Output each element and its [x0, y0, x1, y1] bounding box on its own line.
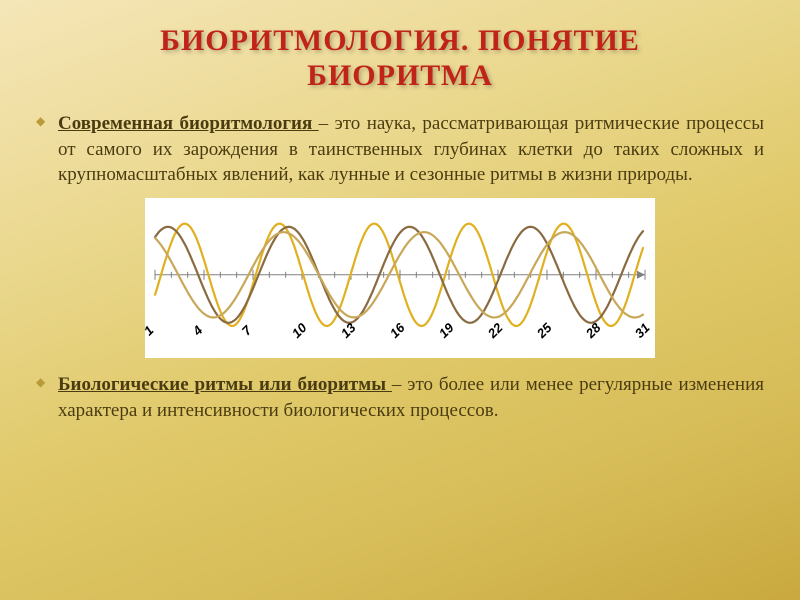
title-line-1: БИОРИТМОЛОГИЯ. ПОНЯТИЕ	[160, 24, 640, 57]
title-line-2: БИОРИТМА	[307, 59, 493, 92]
term-1: Современная биоритмология	[58, 113, 319, 134]
term-2: Биологические ритмы или биоритмы	[58, 374, 392, 395]
biorhythm-chart: 1471013161922252831	[145, 198, 655, 358]
slide-title: БИОРИТМОЛОГИЯ. ПОНЯТИЕ БИОРИТМА	[36, 24, 764, 93]
paragraph-1: Современная биоритмология – это наука, р…	[36, 111, 764, 188]
paragraph-2: Биологические ритмы или биоритмы – это б…	[36, 372, 764, 423]
slide: БИОРИТМОЛОГИЯ. ПОНЯТИЕ БИОРИТМА Современ…	[0, 0, 800, 600]
